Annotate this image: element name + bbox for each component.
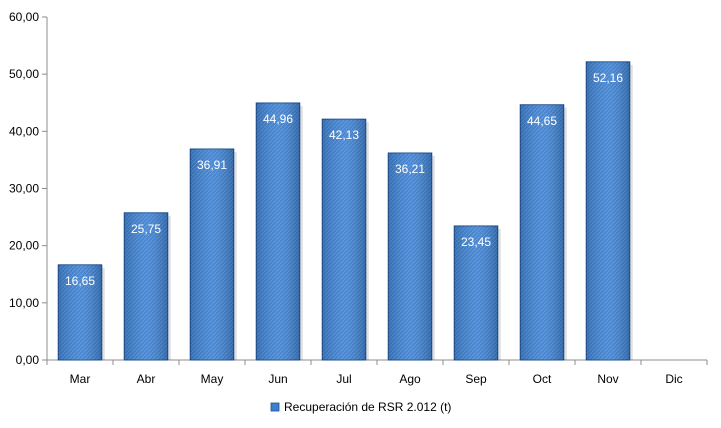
x-tick-label: Oct: [533, 372, 552, 386]
data-label: 44,65: [527, 114, 557, 128]
legend: Recuperación de RSR 2.012 (t): [270, 400, 451, 414]
data-label: 23,45: [461, 235, 491, 249]
legend-label: Recuperación de RSR 2.012 (t): [284, 400, 451, 414]
legend-swatch: [270, 402, 280, 412]
bar-highlight: [388, 152, 432, 360]
x-tick-label: Nov: [597, 372, 618, 386]
bar-highlight: [322, 119, 366, 360]
x-tick-label: Mar: [70, 372, 91, 386]
x-tick-label: Ago: [399, 372, 421, 386]
y-tick-label: 40,00: [9, 124, 39, 138]
y-axis: 0,00 10,00 20,00 30,00 40,00 50,00 60,00: [9, 10, 48, 367]
x-tick-label: Abr: [137, 372, 156, 386]
bar-highlight: [256, 102, 300, 360]
y-tick-label: 30,00: [9, 182, 39, 196]
y-tick-label: 10,00: [9, 296, 39, 310]
bar-highlight: [190, 148, 234, 360]
data-label: 25,75: [131, 222, 161, 236]
bar-highlight: [586, 61, 630, 361]
x-axis: Mar Abr May Jun Jul Ago Sep Oct Nov Dic: [46, 359, 708, 386]
bar-highlight: [58, 264, 102, 360]
bar-series: [57, 61, 633, 361]
data-label: 52,16: [593, 71, 623, 85]
data-label: 44,96: [263, 112, 293, 126]
y-tick-label: 0,00: [16, 353, 40, 367]
data-label: 36,21: [395, 162, 425, 176]
data-label: 42,13: [329, 128, 359, 142]
data-label: 36,91: [197, 158, 227, 172]
bar-highlight: [124, 212, 168, 360]
bar-highlight: [454, 225, 498, 360]
x-tick-label: Sep: [465, 372, 487, 386]
bar-highlight: [520, 104, 564, 361]
x-tick-label: Dic: [665, 372, 682, 386]
x-tick-label: Jul: [336, 372, 351, 386]
y-tick-label: 60,00: [9, 10, 39, 24]
data-label: 16,65: [65, 274, 95, 288]
y-tick-label: 50,00: [9, 67, 39, 81]
x-tick-label: Jun: [268, 372, 287, 386]
y-tick-label: 20,00: [9, 239, 39, 253]
data-labels: 16,65 25,75 36,91 44,96 42,13 36,21 23,45 44,65…: [65, 71, 623, 288]
x-tick-label: May: [201, 372, 224, 386]
